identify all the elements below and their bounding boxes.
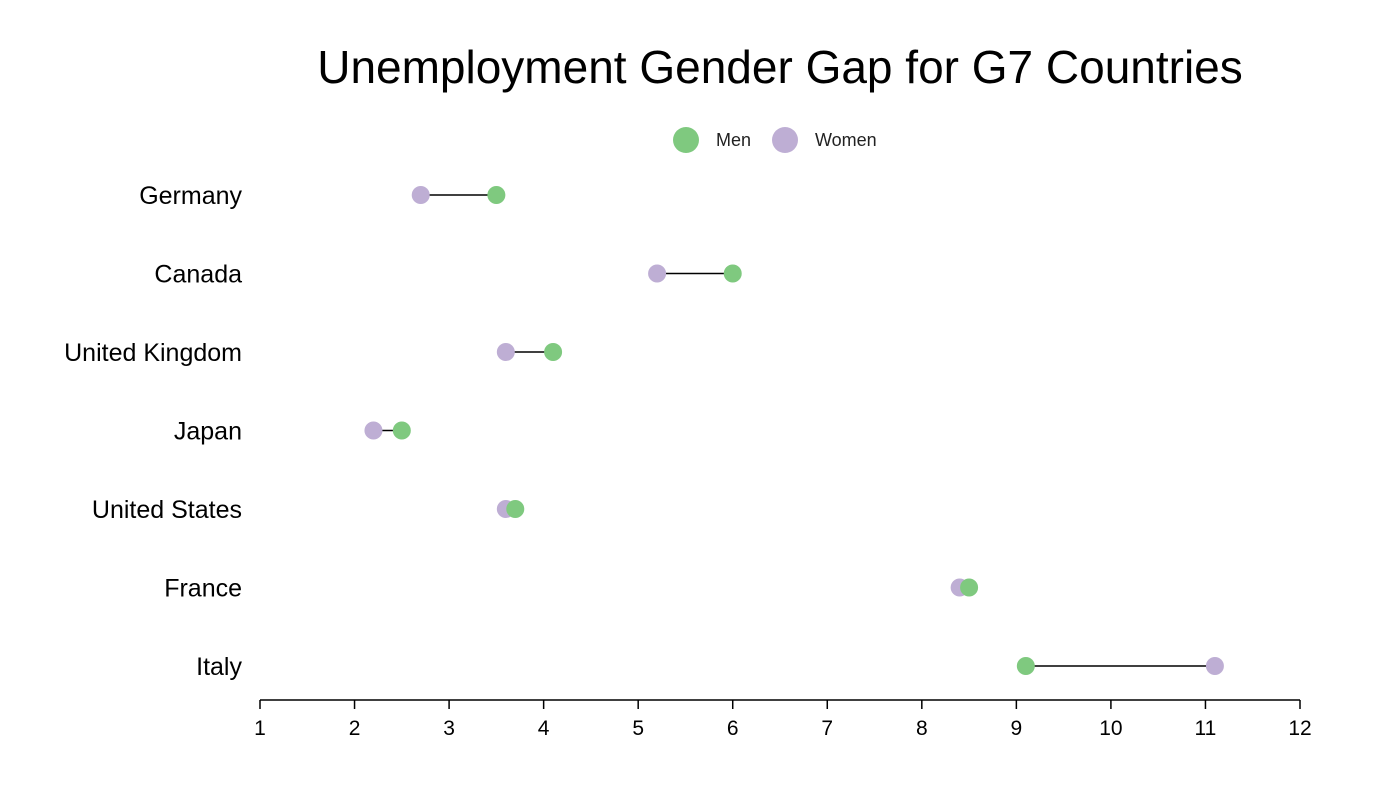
- category-label-germany: Germany: [139, 182, 242, 210]
- category-label-canada: Canada: [154, 261, 242, 289]
- x-tick-label-1: 1: [254, 717, 266, 740]
- point-men-japan: [392, 421, 411, 440]
- point-women-italy: [1205, 657, 1224, 675]
- point-men-italy: [1016, 657, 1035, 675]
- point-women-germany: [411, 186, 430, 204]
- x-tick-label-3: 3: [443, 717, 455, 740]
- data-points: [364, 186, 1224, 675]
- x-tick-label-7: 7: [821, 717, 833, 740]
- connector-lines: [373, 194, 1215, 667]
- x-tick-label-6: 6: [727, 717, 739, 740]
- legend-swatch-women: [772, 127, 798, 153]
- x-tick-label-5: 5: [632, 717, 644, 740]
- legend-label-men: Men: [716, 130, 751, 150]
- point-men-united-states: [506, 500, 525, 518]
- point-women-united-kingdom: [496, 343, 515, 361]
- point-women-canada: [648, 264, 667, 283]
- point-men-united-kingdom: [544, 343, 563, 361]
- point-women-japan: [364, 421, 383, 440]
- point-men-germany: [487, 186, 506, 204]
- x-tick-label-4: 4: [538, 717, 550, 740]
- point-men-canada: [723, 264, 742, 283]
- category-label-united-states: United States: [92, 496, 242, 524]
- category-labels: Germany Canada United Kingdom Japan United S…: [64, 182, 242, 681]
- x-tick-label-8: 8: [916, 717, 928, 740]
- x-tick-label-9: 9: [1011, 717, 1023, 740]
- legend: Men Women: [673, 127, 877, 153]
- x-tick-label-12: 12: [1288, 717, 1311, 740]
- category-label-france: France: [164, 575, 242, 603]
- x-axis: 1 2 3 4 5 6 7 8 9 10 11 12: [254, 699, 1312, 740]
- category-label-united-kingdom: United Kingdom: [64, 339, 242, 367]
- category-label-italy: Italy: [196, 653, 242, 681]
- category-label-japan: Japan: [174, 418, 242, 446]
- x-tick-label-11: 11: [1195, 717, 1217, 740]
- point-men-france: [960, 578, 979, 597]
- x-tick-label-2: 2: [349, 717, 361, 740]
- legend-swatch-men: [673, 127, 699, 153]
- chart-title: Unemployment Gender Gap for G7 Countries: [317, 41, 1243, 93]
- x-tick-label-10: 10: [1099, 717, 1122, 740]
- legend-label-women: Women: [815, 130, 877, 150]
